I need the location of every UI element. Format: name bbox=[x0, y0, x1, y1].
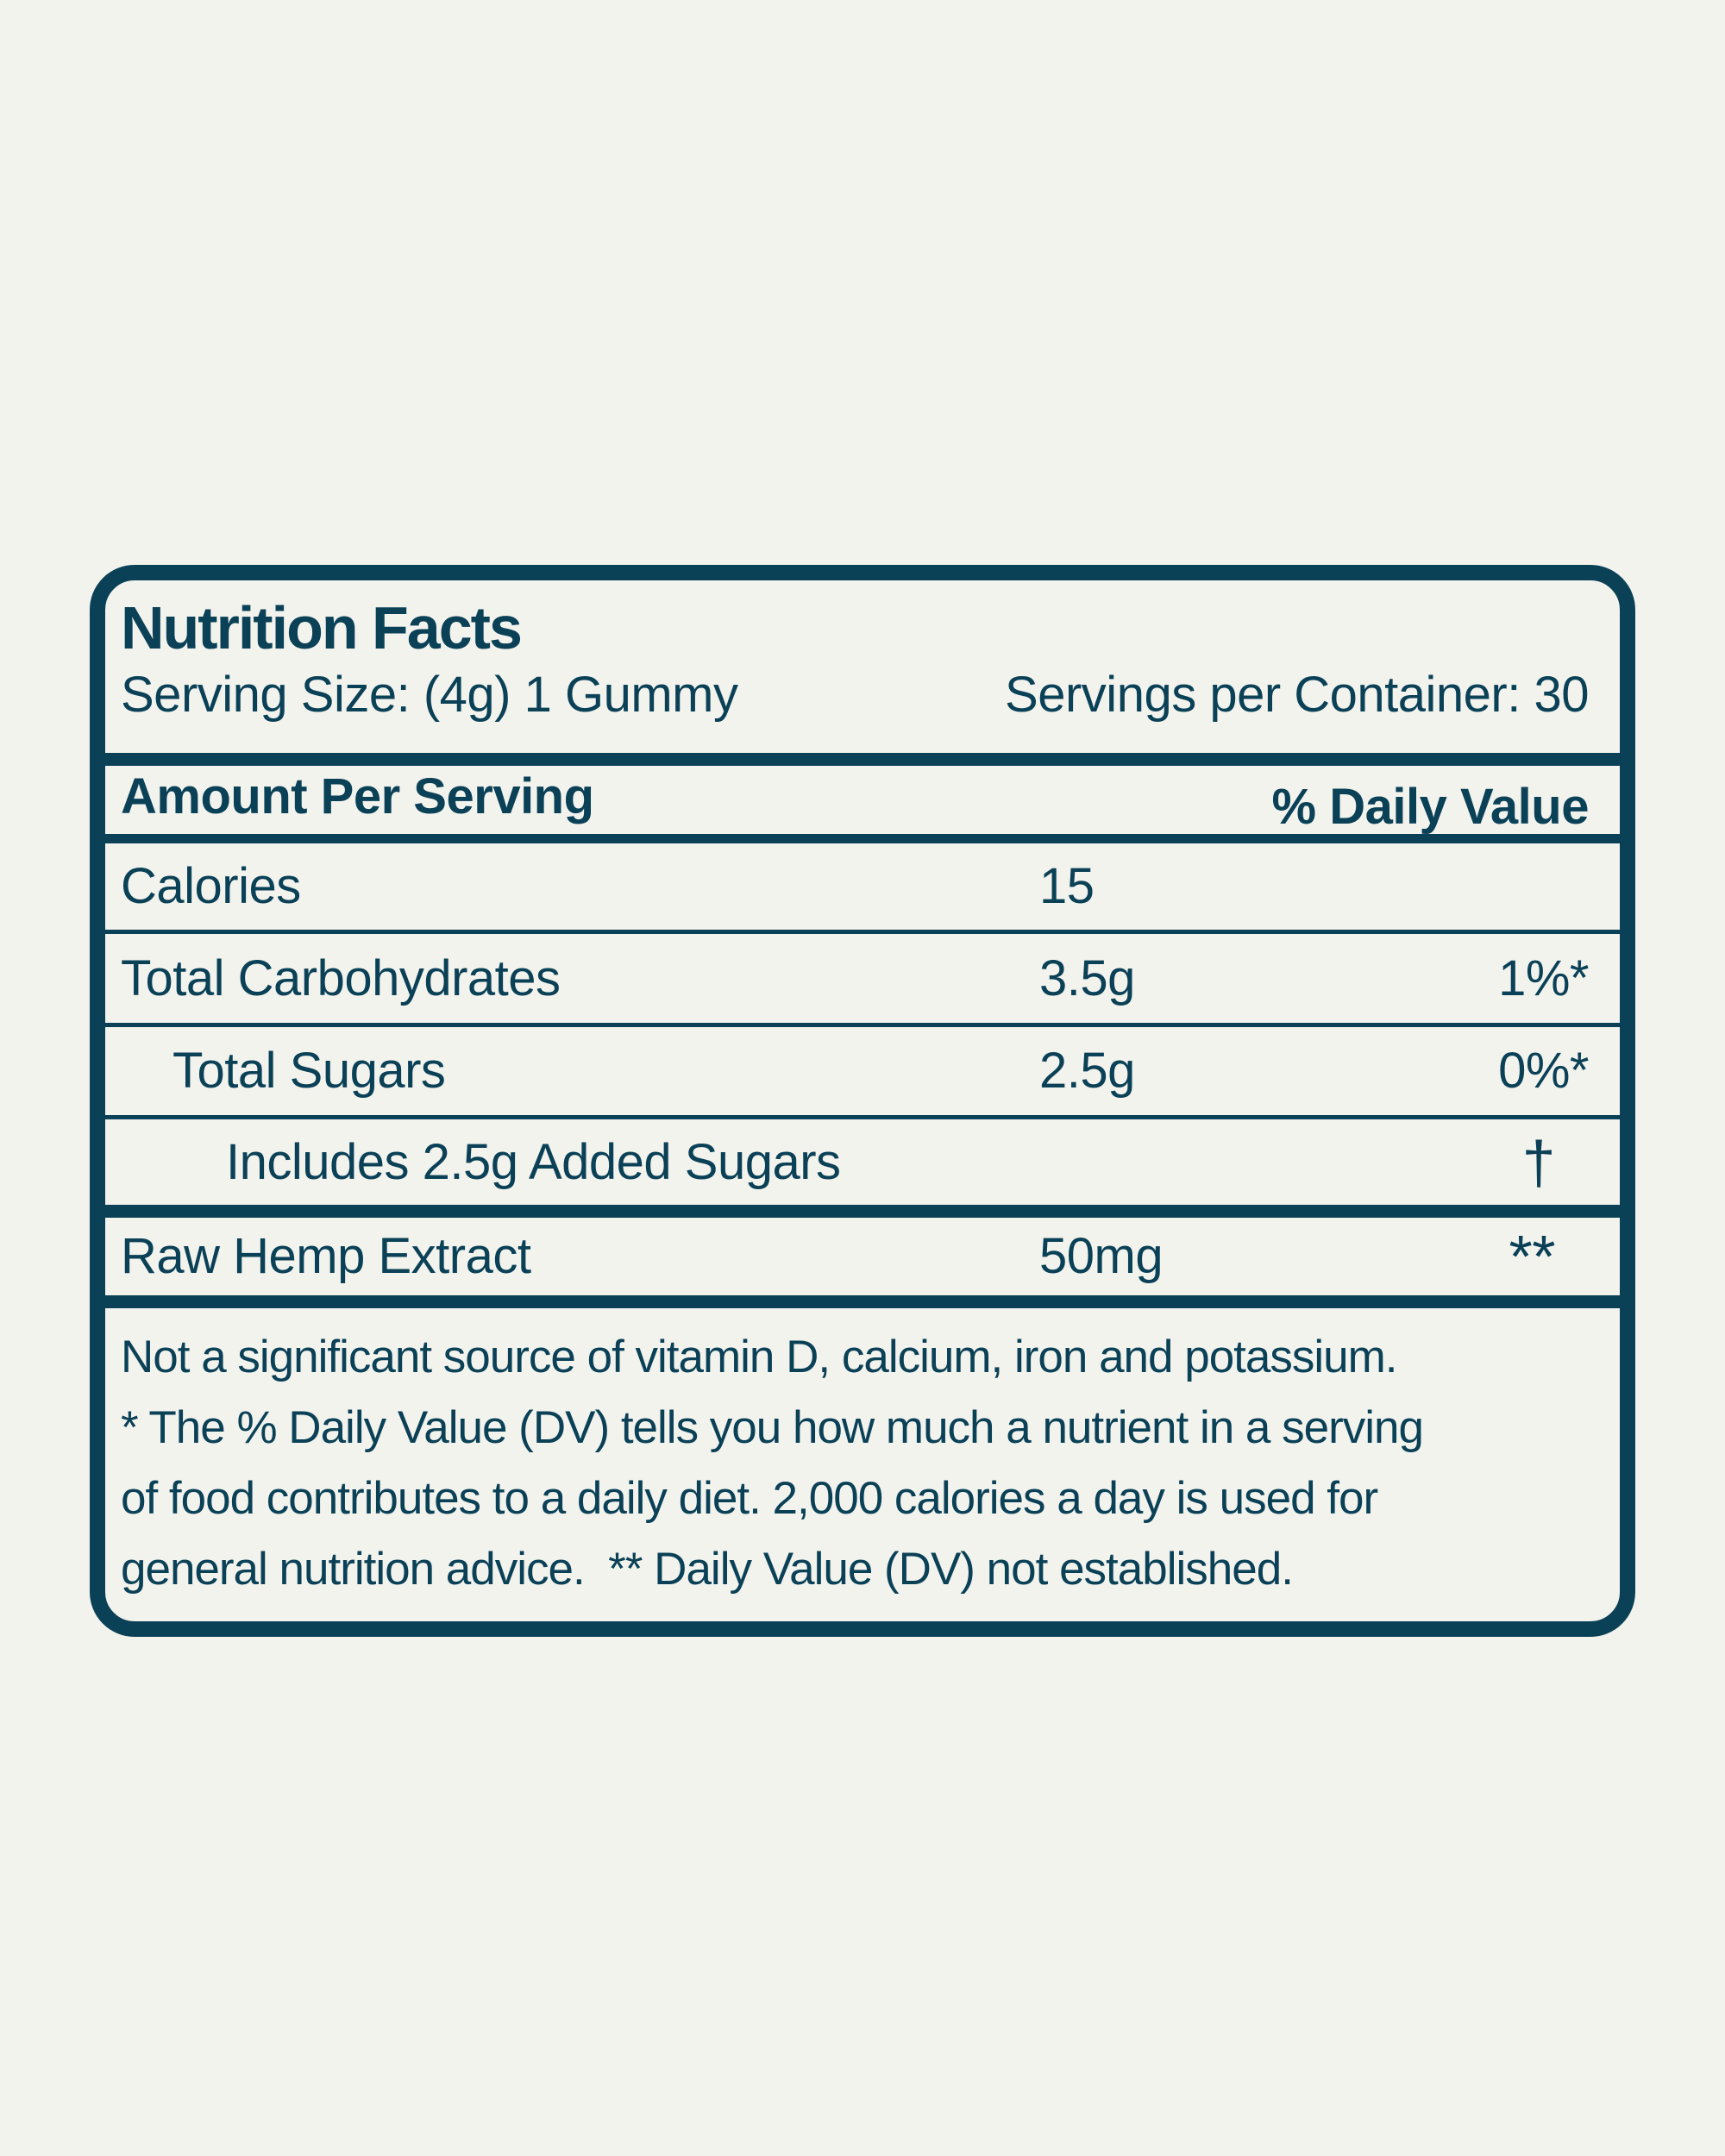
serving-row: Serving Size: (4g) 1 Gummy Servings per … bbox=[121, 667, 1589, 724]
divider-thick bbox=[105, 1295, 1620, 1308]
row-label: Includes 2.5g Added Sugars bbox=[226, 1133, 841, 1190]
nutrition-facts-label: Nutrition Facts Serving Size: (4g) 1 Gum… bbox=[90, 565, 1635, 1637]
row-label: Calories bbox=[121, 858, 301, 914]
footnote-line: general nutrition advice. ** Daily Value… bbox=[121, 1544, 1294, 1595]
divider-thick bbox=[105, 1205, 1620, 1218]
footnote-line: * The % Daily Value (DV) tells you how m… bbox=[121, 1402, 1424, 1453]
divider-medium bbox=[105, 834, 1620, 843]
divider-thin bbox=[105, 930, 1620, 934]
row-amount: 50mg bbox=[1039, 1228, 1164, 1284]
row-label: Total Sugars bbox=[172, 1043, 446, 1099]
divider-thin bbox=[105, 1115, 1620, 1119]
servings-per-container-text: Servings per Container: 30 bbox=[1005, 667, 1589, 723]
row-amount: 15 bbox=[1039, 858, 1095, 914]
dagger-symbol: † bbox=[1521, 1128, 1556, 1196]
amount-per-serving-header: Amount Per Serving bbox=[121, 768, 594, 824]
daily-value-header: % Daily Value bbox=[1271, 779, 1590, 835]
row-calories: Calories 15 bbox=[105, 843, 1620, 930]
label-title: Nutrition Facts bbox=[121, 594, 523, 661]
row-amount: 3.5g bbox=[1039, 950, 1135, 1006]
label-header: Nutrition Facts Serving Size: (4g) 1 Gum… bbox=[105, 580, 1620, 753]
row-label: Raw Hemp Extract bbox=[121, 1228, 531, 1284]
row-total-carbohydrates: Total Carbohydrates 3.5g 1%* bbox=[105, 934, 1620, 1023]
footnote: Not a significant source of vitamin D, c… bbox=[105, 1308, 1620, 1605]
row-raw-hemp-extract: Raw Hemp Extract 50mg ** bbox=[105, 1218, 1620, 1295]
serving-size-text: Serving Size: (4g) 1 Gummy bbox=[121, 667, 738, 723]
column-header-row: Amount Per Serving % Daily Value bbox=[105, 766, 1620, 834]
footnote-line: Not a significant source of vitamin D, c… bbox=[121, 1332, 1398, 1382]
row-total-sugars: Total Sugars 2.5g 0%* bbox=[105, 1027, 1620, 1115]
row-daily-value: 0%* bbox=[1498, 1043, 1589, 1099]
row-added-sugars: Includes 2.5g Added Sugars † bbox=[105, 1119, 1620, 1205]
divider-thick bbox=[105, 753, 1620, 766]
footnote-line: of food contributes to a daily diet. 2,0… bbox=[121, 1473, 1378, 1524]
divider-thin bbox=[105, 1023, 1620, 1027]
double-asterisk-symbol: ** bbox=[1509, 1223, 1556, 1290]
row-daily-value: 1%* bbox=[1498, 950, 1589, 1006]
row-label: Total Carbohydrates bbox=[121, 950, 561, 1006]
row-amount: 2.5g bbox=[1039, 1043, 1135, 1099]
